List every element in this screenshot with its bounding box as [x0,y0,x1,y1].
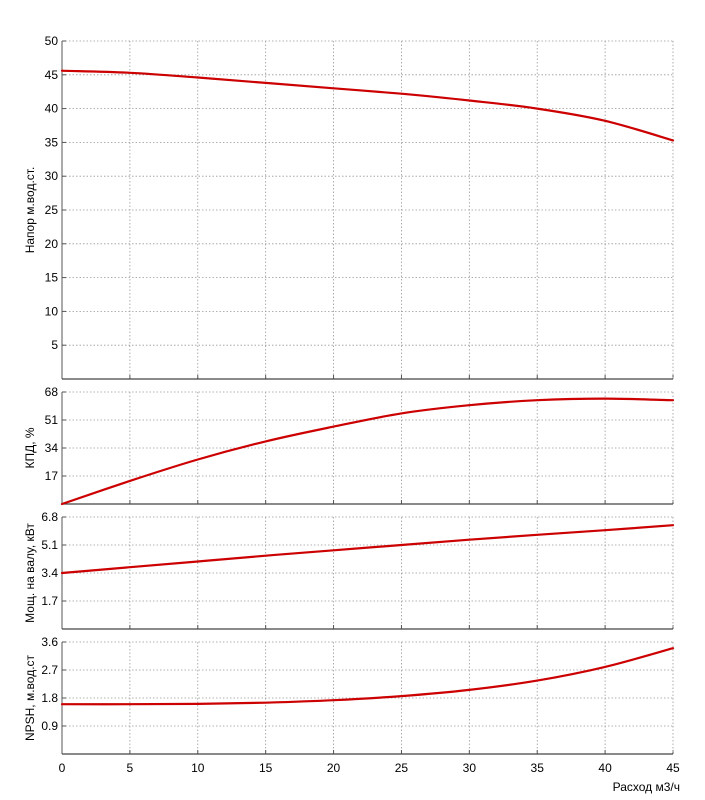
x-tick-label: 0 [59,761,66,775]
series-line [60,397,675,506]
y-tick-label: 25 [45,203,59,217]
y-tick-label: 40 [45,102,59,116]
y-tick-label: 5.1 [41,538,58,552]
panel-2: 17 34 51 68 КПД, % [23,385,675,506]
x-tick-label: 45 [666,761,680,775]
y-tick-label: 68 [45,385,59,399]
y-axis-title: Напор м.вод.ст. [23,167,37,254]
y-tick-label: 1.8 [41,691,58,705]
x-tick-label: 30 [463,761,477,775]
y-axis-title: Мощ. на валу, кВт [23,523,37,623]
y-tick-label: 3.4 [41,566,58,580]
y-tick-label: 51 [45,413,59,427]
y-tick-label: 50 [45,34,59,48]
y-tick-label: 0.9 [41,719,58,733]
y-tick-label: 3.6 [41,635,58,649]
y-axis-title: КПД, % [23,427,37,468]
x-tick-label: 15 [259,761,273,775]
panel-1: 5 10 15 20 25 30 35 40 45 50 Напор м.вод.ст. [23,34,675,380]
series-line [60,524,675,575]
x-tick-label: 10 [191,761,205,775]
x-tick-label: 5 [127,761,134,775]
panel-4: 0.9 1.8 2.7 3.6 NPSH, м.вод.ст [23,635,675,755]
x-tick-label: 40 [598,761,612,775]
y-axis-title: NPSH, м.вод.ст [23,654,37,741]
y-tick-label: 15 [45,271,59,285]
y-tick-label: 5 [51,338,58,352]
x-tick-label: 35 [531,761,545,775]
x-axis-title: Расход м3/ч [613,780,680,794]
y-tick-label: 35 [45,135,59,149]
series-line [60,647,675,706]
x-tick-label: 20 [327,761,341,775]
y-tick-label: 6.8 [41,510,58,524]
y-tick-label: 10 [45,304,59,318]
y-tick-label: 17 [45,469,59,483]
series-line [60,69,675,142]
panel-3: 1.7 3.4 5.1 6.8 Мощ. на валу, кВт [23,510,675,630]
y-tick-label: 45 [45,68,59,82]
y-tick-label: 34 [45,441,59,455]
y-tick-label: 20 [45,237,59,251]
y-tick-label: 30 [45,169,59,183]
y-tick-label: 2.7 [41,663,58,677]
y-tick-label: 1.7 [41,594,58,608]
x-tick-label: 25 [395,761,409,775]
